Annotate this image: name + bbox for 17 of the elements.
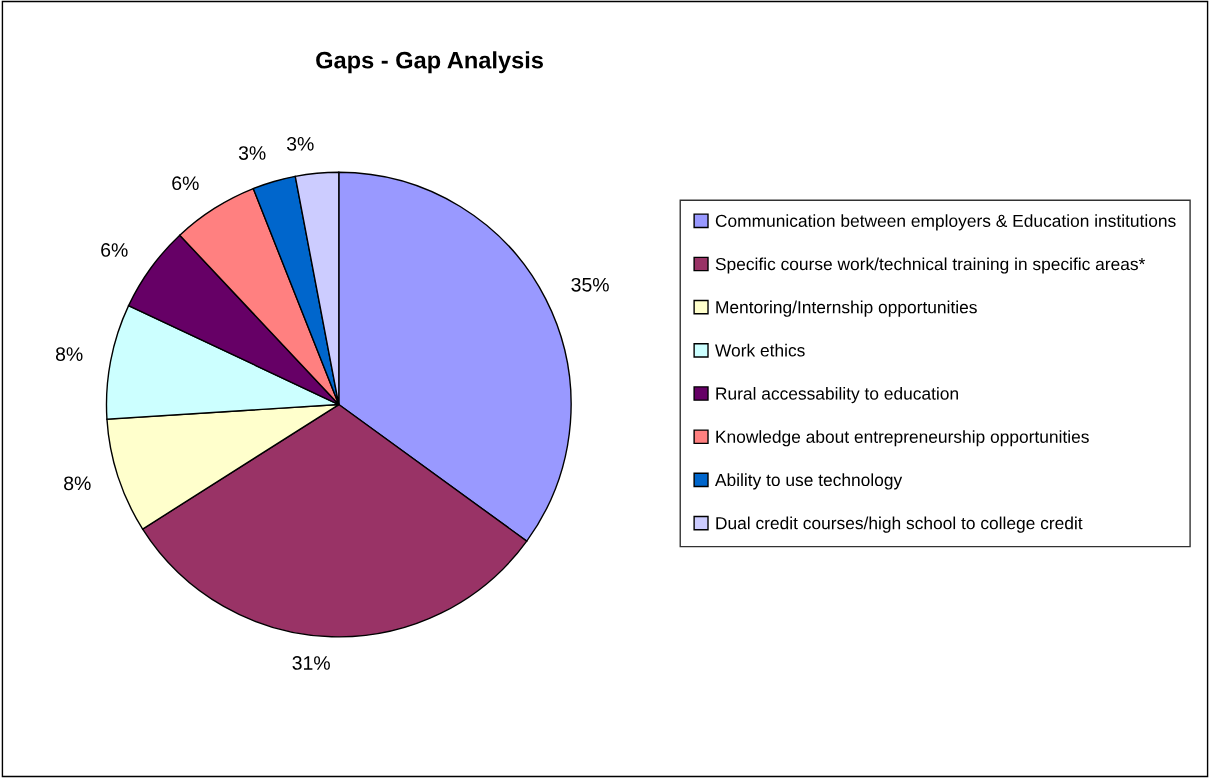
data-label: 3% bbox=[238, 146, 266, 160]
data-label: 31% bbox=[292, 656, 330, 670]
data-label: 35% bbox=[571, 277, 609, 292]
data-label: 6% bbox=[172, 176, 199, 191]
legend-label: Communication between employers & Education institutions bbox=[715, 214, 1176, 231]
legend-label: Rural accessability to education bbox=[716, 386, 958, 404]
legend-label: Knowledge about entrepreneurship opportunities bbox=[716, 430, 1089, 447]
legend-label: Dual credit courses/high school to college credit bbox=[716, 516, 1083, 533]
legend-label: Mentoring/Internship opportunities bbox=[716, 300, 977, 317]
data-label: 8% bbox=[55, 347, 83, 362]
data-label: 3% bbox=[286, 136, 314, 151]
data-label: 8% bbox=[64, 476, 91, 491]
legend-label: Work ethics bbox=[715, 343, 805, 357]
legend-label: Ability to use technology bbox=[714, 473, 903, 490]
data-label: 6% bbox=[101, 243, 128, 257]
chart-title: Gaps - Gap Analysis bbox=[316, 51, 543, 74]
legend-label: Specific course work/technical training in specific areas* bbox=[715, 257, 1146, 274]
